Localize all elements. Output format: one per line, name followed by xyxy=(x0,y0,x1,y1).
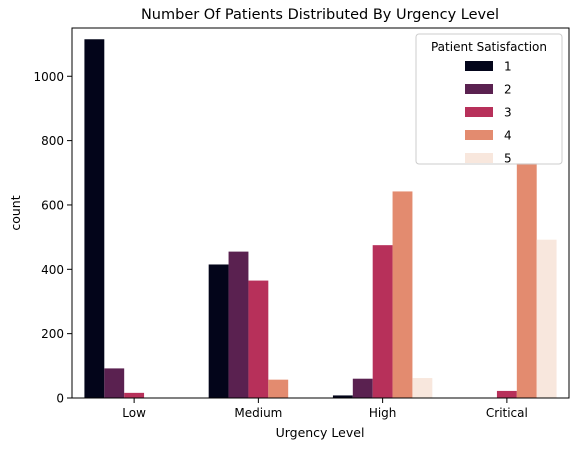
legend-swatch-5 xyxy=(465,153,493,163)
bar-medium-satisfaction-3 xyxy=(248,280,269,398)
x-axis-label: Urgency Level xyxy=(276,425,365,440)
bar-medium-satisfaction-4 xyxy=(268,379,289,398)
bar-high-satisfaction-4 xyxy=(392,191,413,398)
legend-label-5: 5 xyxy=(504,152,512,166)
bar-high-satisfaction-1 xyxy=(332,395,353,398)
bar-medium-satisfaction-1 xyxy=(208,264,229,398)
x-tick-label-medium: Medium xyxy=(234,406,282,420)
legend-label-3: 3 xyxy=(504,106,512,120)
bar-low-satisfaction-3 xyxy=(124,392,145,398)
bar-high-satisfaction-3 xyxy=(372,245,393,398)
y-tick-label: 600 xyxy=(41,198,64,212)
legend-box xyxy=(415,33,563,165)
y-tick-label: 1000 xyxy=(33,70,64,84)
y-tick-label: 200 xyxy=(41,327,64,341)
bar-low-satisfaction-2 xyxy=(104,368,125,398)
y-tick-label: 800 xyxy=(41,134,64,148)
x-axis: Low Medium High Critical xyxy=(122,398,528,420)
y-axis: 0 200 400 600 800 1000 xyxy=(33,70,72,406)
bar-medium-satisfaction-2 xyxy=(228,251,249,398)
bar-low-satisfaction-1 xyxy=(84,39,105,398)
legend-label-4: 4 xyxy=(504,129,512,143)
legend-items: 1 2 3 4 5 xyxy=(465,60,512,166)
x-tick-label-low: Low xyxy=(122,406,146,420)
legend-label-2: 2 xyxy=(504,83,512,97)
legend-title: Patient Satisfaction xyxy=(431,40,547,54)
legend-swatch-1 xyxy=(465,61,493,71)
bars-layer xyxy=(84,39,557,398)
bar-critical-satisfaction-4 xyxy=(516,163,537,398)
legend-swatch-3 xyxy=(465,107,493,117)
legend-label-1: 1 xyxy=(504,60,512,74)
chart-title: Number Of Patients Distributed By Urgenc… xyxy=(141,7,499,23)
x-tick-label-high: High xyxy=(369,406,397,420)
legend-swatch-4 xyxy=(465,130,493,140)
legend-swatch-2 xyxy=(465,84,493,94)
plot-frame xyxy=(71,27,570,399)
y-tick-label: 0 xyxy=(56,392,64,406)
x-tick-label-critical: Critical xyxy=(486,406,528,420)
legend: Patient Satisfaction 1 2 3 4 5 xyxy=(415,33,563,166)
y-axis-label: count xyxy=(8,195,23,230)
y-tick-label: 400 xyxy=(41,263,64,277)
bar-critical-satisfaction-3 xyxy=(496,390,517,398)
bar-high-satisfaction-5 xyxy=(412,378,433,398)
bar-high-satisfaction-2 xyxy=(352,378,373,398)
bar-critical-satisfaction-5 xyxy=(536,239,557,398)
